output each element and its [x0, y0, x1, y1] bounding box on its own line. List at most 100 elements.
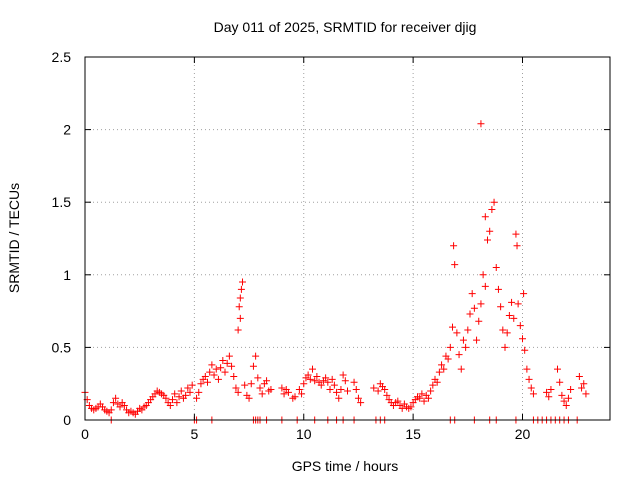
- data-point: [330, 381, 338, 389]
- data-point: [455, 351, 463, 359]
- data-point: [545, 393, 553, 401]
- chart-title: Day 011 of 2025, SRMTID for receiver dji…: [214, 19, 477, 35]
- data-point: [440, 365, 448, 373]
- x-tick-label: 0: [81, 426, 89, 442]
- data-point: [381, 386, 389, 394]
- data-point: [499, 326, 507, 334]
- data-point: [107, 406, 115, 414]
- data-point: [247, 380, 255, 388]
- data-point: [433, 378, 441, 386]
- data-point: [300, 380, 308, 388]
- data-point: [239, 278, 246, 286]
- data-point: [120, 401, 128, 409]
- data-point: [503, 329, 511, 337]
- data-point: [193, 394, 201, 402]
- data-point: [177, 387, 185, 395]
- data-point: [446, 343, 454, 351]
- data-point: [466, 310, 474, 318]
- data-point: [523, 365, 531, 373]
- data-point: [337, 386, 345, 394]
- data-point: [236, 294, 244, 302]
- data-point: [236, 314, 244, 322]
- data-point: [354, 394, 362, 402]
- data-point: [254, 374, 262, 382]
- data-point: [258, 390, 266, 398]
- data-point: [497, 303, 505, 311]
- data-point: [513, 242, 521, 250]
- data-point: [195, 388, 203, 396]
- data-point: [280, 390, 288, 398]
- y-tick-label: 0: [63, 412, 71, 428]
- data-point: [116, 403, 124, 411]
- data-point: [488, 205, 496, 213]
- data-point: [230, 372, 238, 380]
- x-axis-label: GPS time / hours: [292, 458, 399, 474]
- data-point: [249, 362, 257, 370]
- data-point: [416, 394, 424, 402]
- data-point: [352, 386, 360, 394]
- data-point: [339, 371, 347, 379]
- data-point: [501, 343, 509, 351]
- data-point: [492, 264, 500, 272]
- data-point: [328, 375, 336, 383]
- data-point: [567, 386, 575, 394]
- data-point: [182, 391, 190, 399]
- data-point: [357, 399, 365, 407]
- x-tick-label: 20: [515, 426, 531, 442]
- data-point: [335, 394, 343, 402]
- y-tick-label: 1: [63, 267, 71, 283]
- data-point: [370, 384, 378, 392]
- data-point: [464, 326, 472, 334]
- grid: [85, 57, 610, 420]
- data-point: [188, 381, 196, 389]
- data-point: [204, 378, 211, 386]
- data-point: [424, 394, 432, 402]
- data-point: [556, 378, 564, 386]
- data-point: [514, 300, 522, 308]
- data-point: [304, 371, 312, 379]
- data-point: [484, 236, 491, 244]
- data-point: [284, 388, 292, 396]
- data-point: [453, 329, 461, 337]
- data-point: [494, 285, 502, 293]
- data-point: [112, 394, 120, 402]
- data-point: [184, 384, 192, 392]
- data-point: [219, 356, 227, 364]
- data-point: [162, 394, 170, 402]
- plot-frame: [84, 56, 611, 421]
- data-point: [214, 375, 222, 383]
- data-point: [459, 336, 467, 344]
- data-point: [444, 355, 452, 363]
- data-point: [575, 372, 583, 380]
- data-points: [81, 120, 590, 424]
- data-point: [564, 394, 572, 402]
- data-point: [562, 401, 570, 409]
- data-point: [457, 365, 465, 373]
- data-point: [228, 362, 236, 370]
- data-point: [508, 298, 516, 306]
- data-point: [481, 282, 489, 290]
- data-point: [520, 290, 528, 298]
- data-point: [341, 377, 349, 385]
- data-point: [234, 388, 242, 396]
- data-point: [267, 386, 275, 394]
- y-axis-label: SRMTID / TECUs: [6, 183, 22, 293]
- data-point: [237, 285, 245, 293]
- data-point: [295, 386, 303, 394]
- data-point: [435, 368, 443, 376]
- data-point: [394, 397, 402, 405]
- data-point: [344, 387, 351, 395]
- data-point: [317, 381, 325, 389]
- data-point: [462, 343, 470, 351]
- data-point: [309, 365, 316, 373]
- data-point: [350, 378, 358, 386]
- data-point: [510, 314, 518, 322]
- data-point: [212, 365, 220, 373]
- data-point: [208, 361, 216, 369]
- data-point: [166, 401, 174, 409]
- data-point: [490, 198, 498, 206]
- data-point: [225, 352, 233, 360]
- data-point: [554, 365, 561, 373]
- data-point: [171, 390, 179, 398]
